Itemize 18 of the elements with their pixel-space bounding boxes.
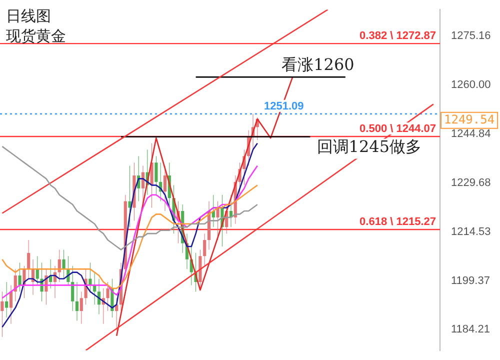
ref-line-label: 0.382 \ 1272.87 xyxy=(360,30,436,42)
text: 1249.54 xyxy=(444,112,495,126)
y-tick-label: 1244.84 xyxy=(451,128,491,140)
ref-line-label: 0.618 \ 1215.27 xyxy=(360,216,436,228)
annotation: 看涨1260 xyxy=(282,55,354,74)
ref-line-label: 0.500 \ 1244.07 xyxy=(360,123,436,136)
y-tick-label: 1229.68 xyxy=(451,177,491,189)
y-tick-label: 1214.53 xyxy=(451,226,491,238)
y-tick-label: 1184.21 xyxy=(451,324,490,336)
candlestick xyxy=(75,282,79,321)
text: 现货黄金 xyxy=(6,26,66,46)
y-tick-label: 1275.16 xyxy=(451,30,491,42)
candlestick xyxy=(9,285,13,324)
y-tick-label: 1260.00 xyxy=(451,79,491,92)
y-tick-label: 1199.37 xyxy=(451,274,490,287)
ref-line-label: 1251.09 xyxy=(264,100,304,112)
chart-title: 日线图 xyxy=(6,6,52,26)
annotation: 回调1245做多 xyxy=(316,136,422,156)
